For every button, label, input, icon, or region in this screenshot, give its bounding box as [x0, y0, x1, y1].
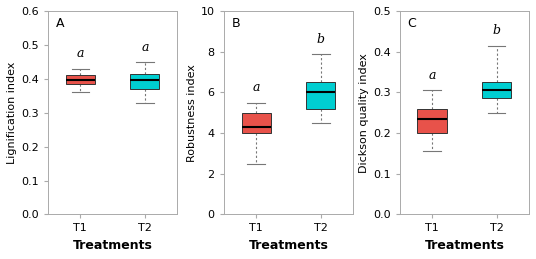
Text: A: A: [56, 17, 64, 30]
Y-axis label: Lignification index: Lignification index: [7, 62, 17, 164]
Text: B: B: [232, 17, 240, 30]
Text: b: b: [493, 24, 501, 37]
Text: b: b: [317, 33, 325, 46]
Bar: [418, 109, 446, 133]
Bar: [242, 113, 271, 133]
Text: a: a: [428, 69, 436, 82]
X-axis label: Treatments: Treatments: [425, 239, 504, 252]
Bar: [66, 75, 95, 84]
X-axis label: Treatments: Treatments: [249, 239, 329, 252]
Bar: [306, 82, 336, 109]
Y-axis label: Dickson quality index: Dickson quality index: [359, 53, 369, 173]
Bar: [130, 74, 160, 89]
X-axis label: Treatments: Treatments: [73, 239, 153, 252]
Text: C: C: [407, 17, 416, 30]
Y-axis label: Robustness index: Robustness index: [187, 64, 197, 162]
Bar: [482, 82, 511, 98]
Text: a: a: [77, 47, 84, 60]
Text: a: a: [141, 41, 148, 54]
Text: a: a: [252, 81, 260, 94]
